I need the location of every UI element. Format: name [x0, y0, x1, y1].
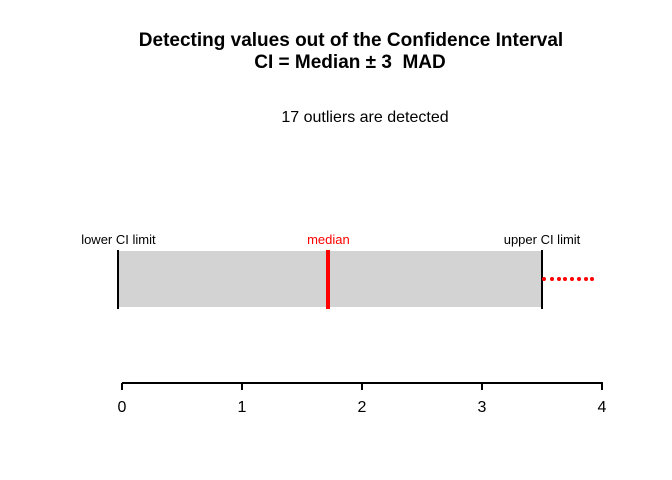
x-axis-tick-label: 0	[117, 399, 127, 416]
outliers-count-annotation: 17 outliers are detected	[281, 109, 449, 126]
chart-title-line1: Detecting values out of the Confidence I…	[138, 30, 564, 51]
x-axis-tick	[481, 383, 483, 390]
x-axis-tick-label: 4	[597, 399, 607, 416]
outlier-dot	[549, 277, 554, 281]
x-axis-tick	[241, 383, 243, 390]
chart-title-line2: CI = Median ± 3 MAD	[254, 52, 446, 73]
outlier-dot	[562, 277, 567, 281]
x-axis-tick	[121, 383, 123, 390]
outlier-dot	[542, 277, 547, 281]
outlier-dot	[577, 277, 582, 281]
outlier-dot	[584, 277, 589, 281]
x-axis-tick-label: 3	[477, 399, 487, 416]
outlier-dot	[570, 277, 574, 281]
median-line	[326, 250, 331, 309]
x-axis-tick	[601, 383, 603, 390]
x-axis-tick-label: 1	[237, 399, 247, 416]
x-axis-tick	[361, 383, 363, 390]
outlier-dot	[590, 277, 595, 281]
upper-ci-limit-label: upper CI limit	[503, 232, 581, 247]
upper-ci-limit-line	[541, 250, 543, 309]
median-label: median	[307, 232, 350, 247]
lower-ci-limit-line	[117, 250, 120, 309]
outlier-dot	[556, 277, 561, 281]
x-axis-tick-label: 2	[357, 399, 367, 416]
lower-ci-limit-label: lower CI limit	[81, 232, 156, 247]
